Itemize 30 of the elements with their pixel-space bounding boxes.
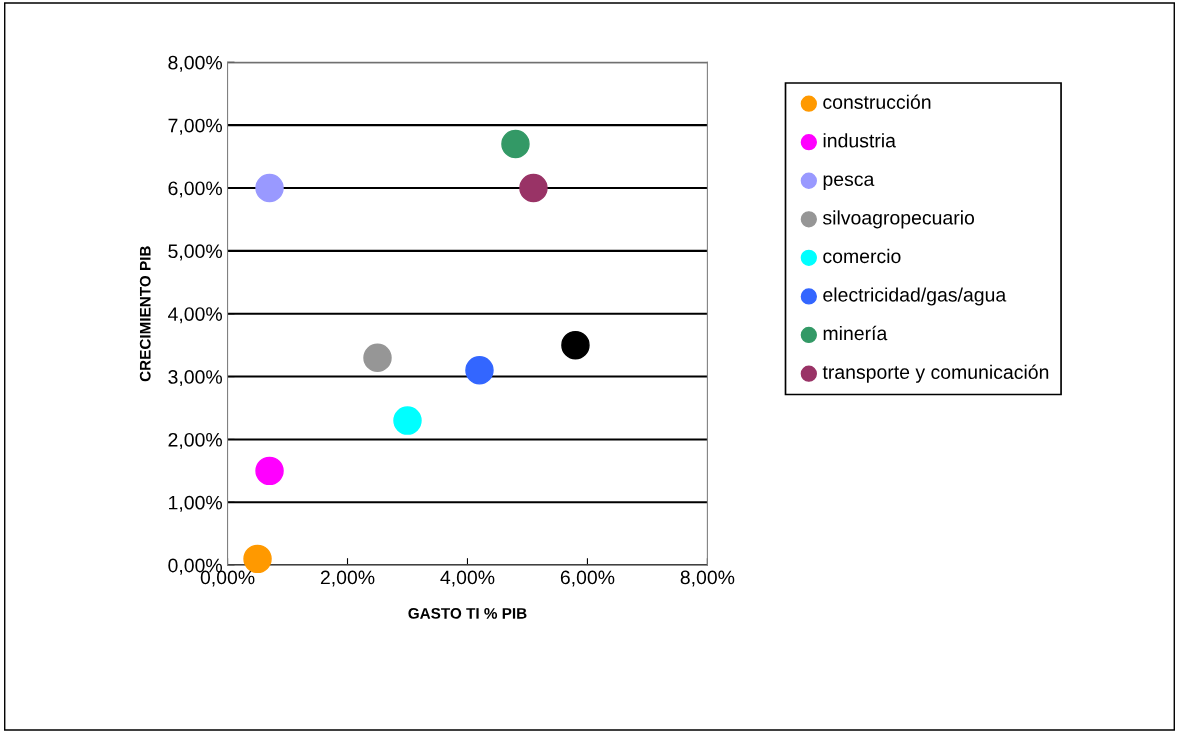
legend-label: electricidad/gas/agua	[823, 287, 1007, 306]
y-tick-label: 6,00%	[168, 181, 222, 198]
point	[501, 129, 530, 159]
y-tick-label: 3,00%	[168, 370, 222, 387]
y-tick-label: 7,00%	[168, 118, 222, 135]
point	[465, 356, 494, 385]
legend-label: industria	[823, 133, 896, 148]
y-axis-title: CRECIMIENTO PIB	[139, 246, 151, 382]
point	[255, 173, 284, 203]
point	[519, 173, 548, 203]
legend-label: silvoagropecuario	[822, 210, 975, 229]
y-tick-label: 2,00%	[168, 432, 222, 449]
x-tick-label: 2,00%	[320, 570, 375, 587]
legend-label: construcción	[823, 94, 931, 109]
y-tick-label: 4,00%	[168, 307, 222, 324]
legend-label: pesca	[823, 175, 875, 190]
y-tick-label: 5,00%	[168, 244, 222, 261]
x-tick-label: 6,00%	[560, 570, 615, 587]
x-tick-label: 8,00%	[680, 570, 735, 587]
legend-label: transporte y comunicación	[822, 364, 1049, 383]
legend-label: minería	[823, 325, 888, 341]
y-tick-label: 8,00%	[168, 55, 222, 72]
legend-label: comercio	[823, 248, 901, 264]
point	[363, 343, 392, 372]
point	[561, 330, 590, 360]
x-axis-title: GASTO TI % PIB	[408, 607, 527, 619]
x-tick-label: 4,00%	[440, 570, 495, 587]
point	[393, 406, 422, 435]
point	[255, 456, 284, 486]
y-tick-label: 1,00%	[169, 495, 222, 512]
